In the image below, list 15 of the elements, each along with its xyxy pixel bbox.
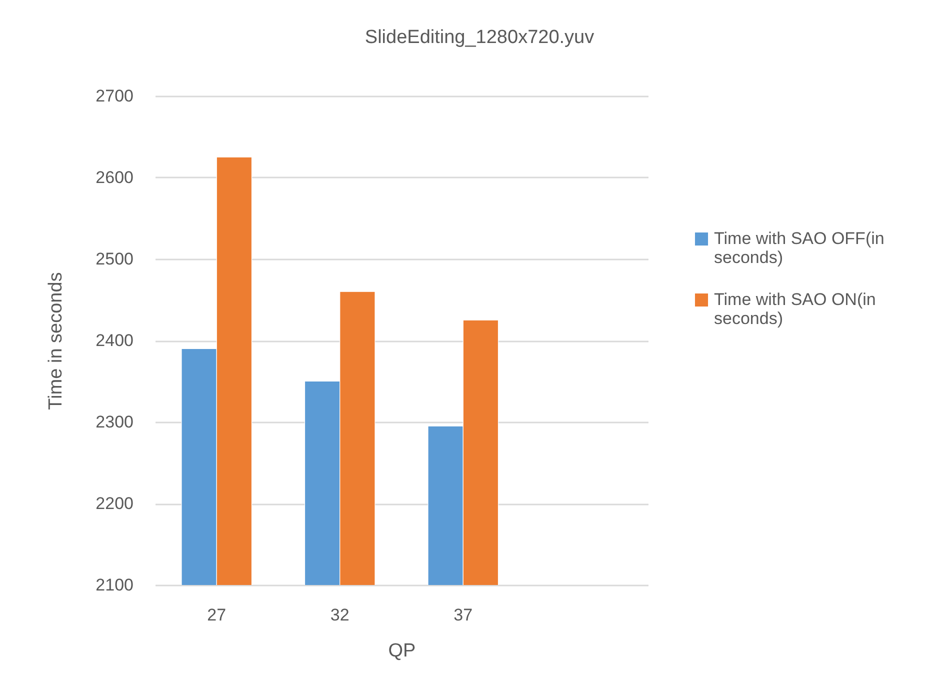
x-tick-label: 27 xyxy=(207,606,226,624)
y-tick-label: 2100 xyxy=(96,576,134,594)
y-tick-label: 2500 xyxy=(96,250,134,268)
y-tick-label: 2700 xyxy=(96,86,134,106)
y-tick-label: 2600 xyxy=(96,168,134,187)
x-axis-title: QP xyxy=(388,640,416,662)
y-tick-label: 2400 xyxy=(96,331,134,350)
x-tick-label: 32 xyxy=(330,606,350,624)
x-tick-label: 37 xyxy=(454,606,473,624)
y-tick-label: 2200 xyxy=(96,494,134,513)
legend-label: Time with SAO ON(in seconds) xyxy=(714,290,876,328)
y-axis-title: Time in seconds xyxy=(46,272,67,410)
y-tick-label: 2300 xyxy=(96,412,134,432)
legend-label: Time with SAO OFF(in seconds) xyxy=(714,229,884,267)
chart-title: SlideEditing_1280x720.yuv xyxy=(364,27,595,48)
